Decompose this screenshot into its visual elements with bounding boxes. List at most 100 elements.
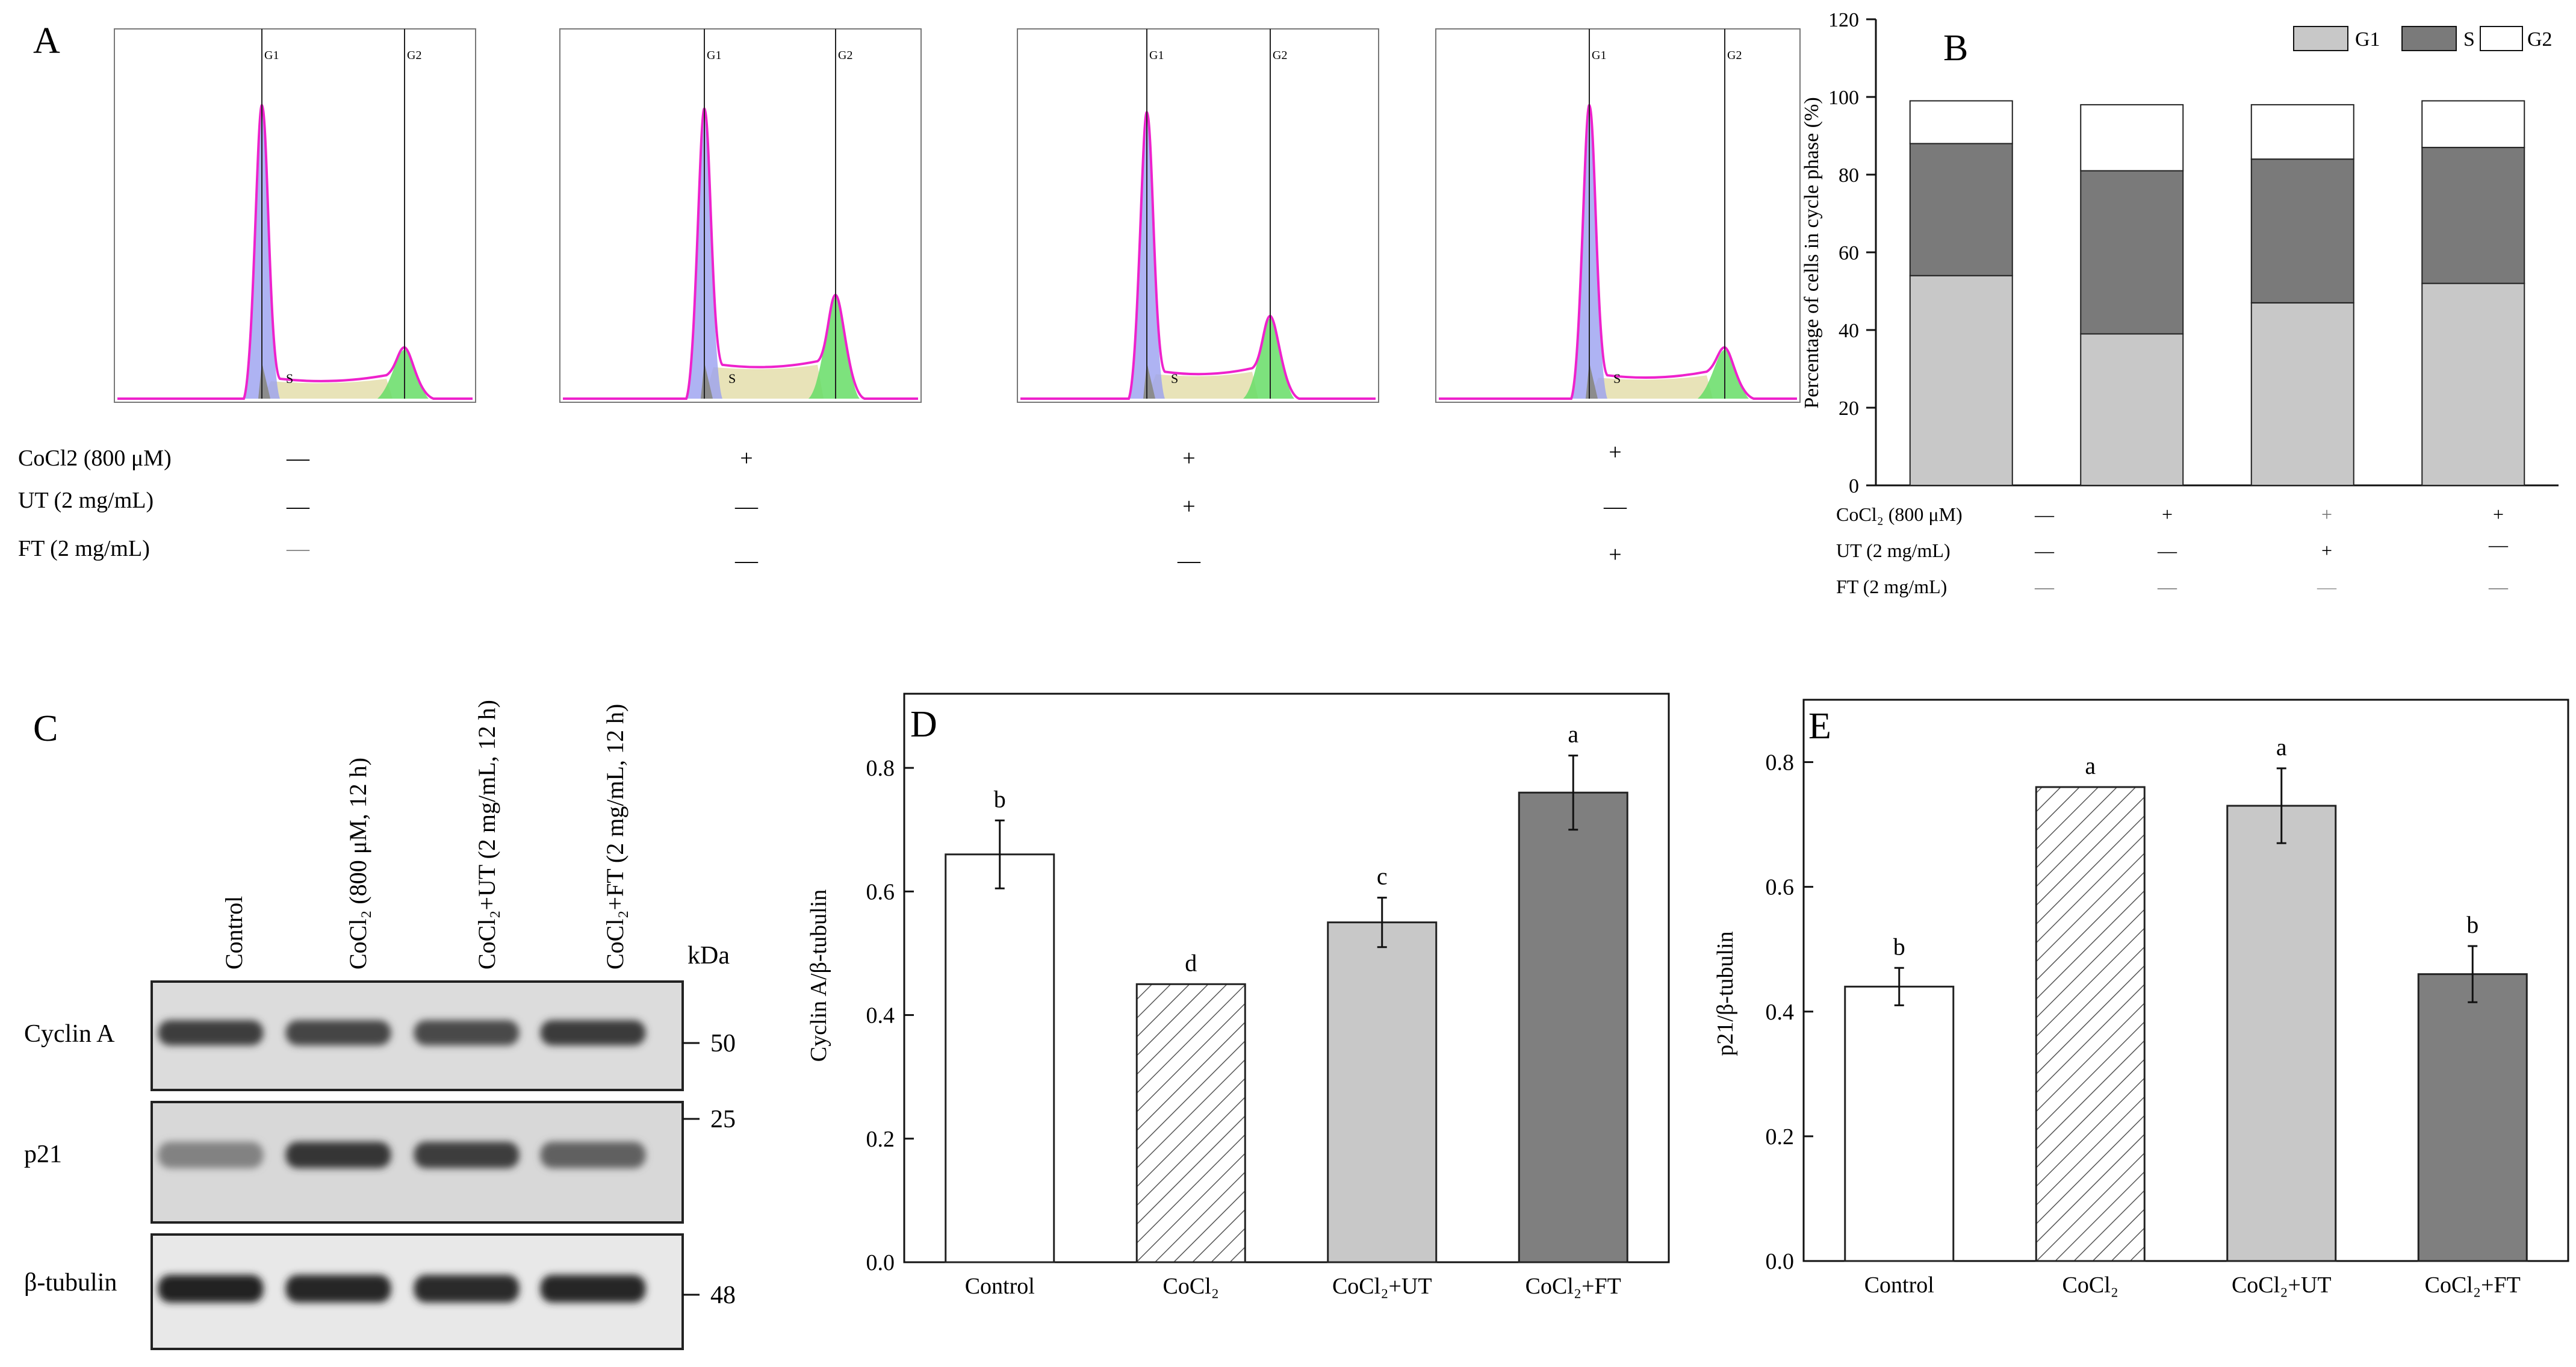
y-axis-ticks: 0.0 0.2 0.4 0.6 0.8 [866, 756, 914, 1275]
y-tick-label: 0.0 [866, 1250, 895, 1275]
gate-label-g1: G1 [1149, 49, 1164, 62]
y-tick-label: 0.2 [1766, 1124, 1795, 1150]
blot-row-label-p21: p21 [24, 1141, 62, 1168]
gate-label-g1: G1 [264, 49, 279, 62]
blot-band [158, 1020, 264, 1045]
significance-letter: d [1185, 949, 1197, 976]
stacked-bar-segment-s [2080, 170, 2184, 335]
blot-band [540, 1275, 646, 1303]
flow-mark: — [734, 548, 759, 573]
western-blot-panel: Control CoCl₂ (800 μM, 12 h) CoCl₂+UT (2… [24, 700, 736, 1350]
treatment-mark: + [2321, 540, 2332, 561]
marker-48: 48 [710, 1281, 736, 1309]
treatment-mark: + [2162, 503, 2173, 525]
y-axis-label: Cyclin A/β-tubulin [806, 889, 831, 1062]
blot-band [158, 1142, 264, 1168]
flow-mark: — [286, 536, 310, 561]
histogram-frame [1435, 28, 1801, 403]
y-axis-ticks: 0.0 0.2 0.4 0.6 0.8 [1766, 750, 1813, 1274]
panel-label-d: D [910, 704, 937, 745]
blot-band [285, 1142, 391, 1168]
panel-label-e: E [1808, 706, 1831, 747]
histogram-frame [1017, 28, 1379, 403]
kda-label: kDa [687, 942, 730, 970]
gate-label-g1: G1 [1592, 49, 1606, 62]
stacked-bar-segment-s [1909, 143, 2013, 276]
plot-frame [1802, 699, 2569, 1262]
flow-mark: — [1177, 548, 1201, 573]
flow-histogram-panel: G1 G2 S G1 G2 S G1 G2 S G1 G2 S [114, 28, 1801, 403]
flow-row-label-ft: FT (2 mg/mL) [18, 536, 150, 561]
histogram-s-phase [704, 364, 824, 399]
gate-label-s: S [1613, 371, 1621, 386]
y-axis-ticks: 0 20 40 60 80 100 120 [1828, 9, 1876, 497]
histogram-s-phase [1589, 375, 1713, 399]
histogram-fit-line [117, 104, 473, 400]
histogram-s-phase [262, 379, 393, 399]
stacked-bar-segment-g2 [2421, 100, 2525, 148]
histogram-fit-line [1020, 111, 1376, 400]
flow-mark: + [1609, 440, 1621, 465]
y-tick-label: 0.4 [1766, 1000, 1795, 1025]
flow-treatment-table: CoCl2 (800 μM) UT (2 mg/mL) FT (2 mg/mL)… [18, 440, 1627, 573]
bar [2226, 805, 2337, 1262]
legend-swatch-s [2401, 26, 2457, 51]
stacked-bar-segment-g2 [2250, 104, 2354, 160]
y-tick-label: 0.6 [1766, 875, 1795, 900]
gate-label-g2: G2 [1273, 49, 1287, 62]
blot-band [285, 1275, 391, 1303]
treatment-label-ft: FT (2 mg/mL) [1836, 576, 1947, 597]
blot-band [414, 1275, 520, 1303]
y-tick-label: 0.2 [866, 1127, 895, 1152]
panel-label-c: C [33, 708, 58, 749]
histogram-s-phase [1147, 372, 1258, 399]
y-tick-label: 80 [1839, 164, 1859, 187]
stacked-bars [1909, 100, 2525, 487]
blot-row-label-cyclin-a: Cyclin A [24, 1020, 115, 1048]
histogram-g2-peak [1698, 349, 1749, 399]
treatment-table-b: CoCl₂ (800 μM) UT (2 mg/mL) FT (2 mg/mL)… [1836, 503, 2509, 597]
stacked-bar-segment-g1 [2080, 333, 2184, 487]
legend-label-g2: G2 [2527, 28, 2553, 51]
histogram-fit-line [563, 107, 918, 400]
flow-row-label-cocl2: CoCl2 (800 μM) [18, 446, 172, 471]
gate-label-g1: G1 [707, 49, 721, 62]
legend-swatch-g2 [2480, 26, 2523, 51]
marker-25: 25 [710, 1106, 736, 1133]
lane-label: CoCl₂+FT (2 mg/mL, 12 h) [601, 704, 628, 970]
bars: b Control a CoCl₂ a CoCl₂+UT b CoCl₂+FT [1844, 733, 2528, 1298]
y-tick-label: 0.6 [866, 879, 895, 905]
histogram-g2-peak [808, 297, 860, 399]
x-tick-label: CoCl₂ [1163, 1274, 1220, 1299]
blot-band [540, 1142, 646, 1168]
gate-label-g2: G2 [407, 49, 421, 62]
cyclin-a-chart: Cyclin A/β-tubulin 0.0 0.2 0.4 0.6 0.8 b Cont… [806, 693, 1670, 1299]
gate-label-g2: G2 [1727, 49, 1742, 62]
plot-frame [903, 693, 1670, 1263]
flow-mark: — [286, 494, 310, 519]
lane-label: Control [220, 896, 247, 970]
legend-label-s: S [2463, 28, 2475, 51]
treatment-mark: — [2488, 576, 2509, 597]
bar [1327, 921, 1438, 1263]
histogram-frame [114, 28, 476, 403]
bars: b Control d CoCl₂ c CoCl₂+UT a CoCl₂+FT [945, 721, 1628, 1299]
bar [945, 853, 1055, 1263]
stacked-bar-segment-g2 [1909, 100, 2013, 145]
x-tick-label: CoCl₂+FT [2425, 1272, 2521, 1298]
gate-label-g2: G2 [838, 49, 852, 62]
marker-50: 50 [710, 1030, 736, 1057]
y-tick-label: 20 [1839, 397, 1859, 420]
y-tick-label: 100 [1828, 87, 1859, 109]
stacked-bar-segment-s [2421, 146, 2525, 284]
treatment-mark: — [2157, 576, 2177, 597]
y-tick-label: 0.8 [1766, 750, 1795, 776]
y-tick-label: 0.4 [866, 1003, 895, 1029]
p21-chart: p21/β-tubulin 0.0 0.2 0.4 0.6 0.8 b Control a C… [1713, 699, 2569, 1298]
y-tick-label: 0 [1849, 475, 1859, 497]
treatment-mark: + [2493, 503, 2504, 525]
y-tick-label: 40 [1839, 320, 1859, 342]
treatment-mark: — [2317, 576, 2337, 597]
treatment-label-cocl2: CoCl₂ (800 μM) [1836, 503, 1963, 525]
bar [1844, 985, 1955, 1262]
